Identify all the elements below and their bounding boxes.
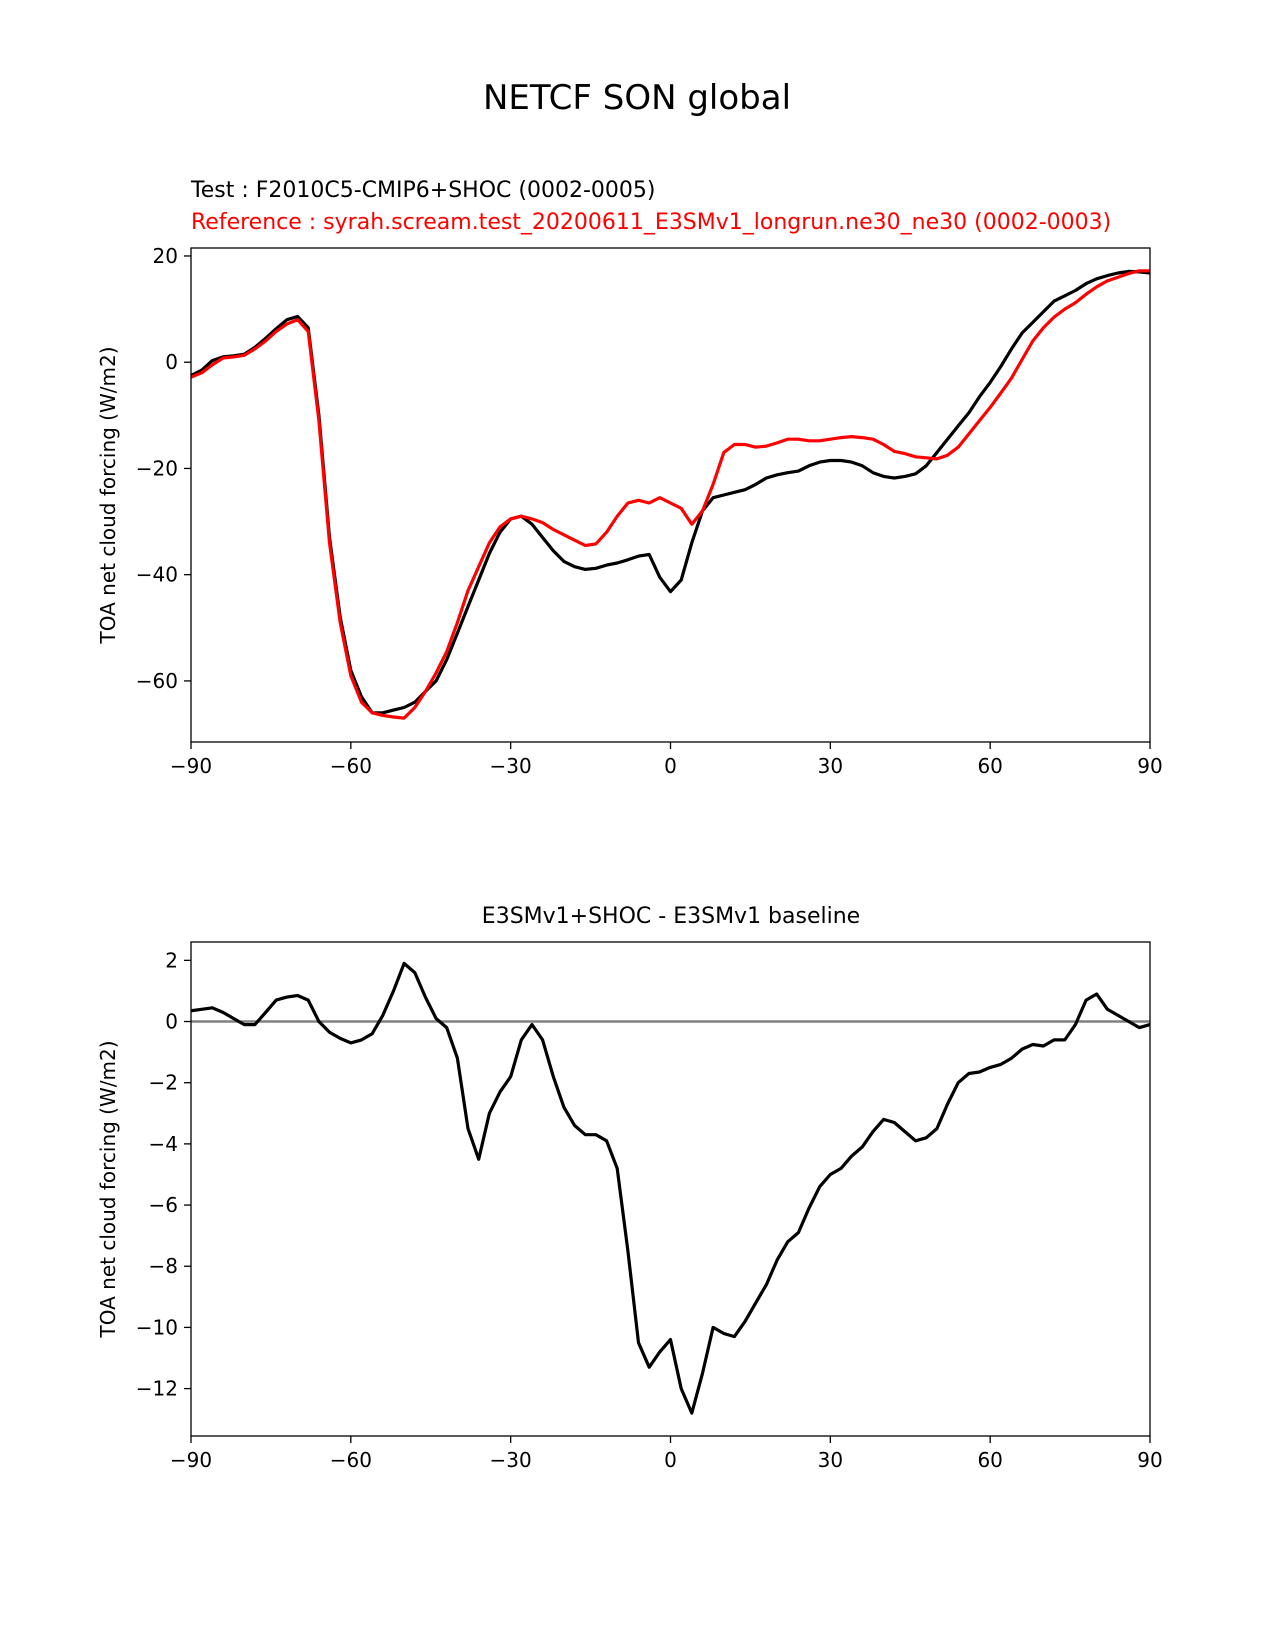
reference-title: Reference : syrah.scream.test_20200611_E… — [191, 210, 1111, 235]
bottom-y-tick-label: −2 — [149, 1071, 178, 1095]
top-x-tick-label: −30 — [490, 754, 532, 778]
top-y-tick-label: 0 — [165, 350, 178, 374]
top-panel: −90 −60 −30 0 30 60 90 −60 −40 −20 0 20 TOA net clou… — [96, 244, 1163, 778]
top-y-tick-label: −40 — [136, 563, 178, 587]
bottom-series-layer — [191, 961, 1150, 1415]
top-y-tick-label: −60 — [136, 669, 178, 693]
difference-title: E3SMv1+SHOC - E3SMv1 baseline — [482, 904, 860, 929]
bottom-y-tick-label: −8 — [149, 1254, 178, 1278]
bottom-x-tick-label: −30 — [490, 1448, 532, 1472]
top-x-tick-label: −90 — [170, 754, 212, 778]
top-x-tick-label: 30 — [818, 754, 843, 778]
test-title: Test : F2010C5-CMIP6+SHOC (0002-0005) — [190, 178, 655, 203]
bottom-y-tick-label: −10 — [136, 1315, 178, 1339]
top-x-tick-label: 0 — [664, 754, 677, 778]
bottom-x-tick-label: 90 — [1137, 1448, 1162, 1472]
top-y-tick-label: 20 — [153, 244, 178, 268]
top-y-axis-label: TOA net cloud forcing (W/m2) — [96, 346, 120, 644]
top-series-reference — [191, 269, 1150, 720]
bottom-x-tick-label: 30 — [818, 1448, 843, 1472]
top-x-tick-label: 90 — [1137, 754, 1162, 778]
top-y-tick-label: −20 — [136, 456, 178, 480]
bottom-x-tick-label: 0 — [664, 1448, 677, 1472]
bottom-y-tick-label: 0 — [165, 1010, 178, 1034]
top-x-tick-label: −60 — [330, 754, 372, 778]
bottom-axes: −90 −60 −30 0 30 60 90 −12 −10 −8 −6 −4 −2 0 2 TOA net … — [96, 941, 1163, 1472]
bottom-y-tick-label: −4 — [149, 1132, 178, 1156]
bottom-y-axis-label: TOA net cloud forcing (W/m2) — [96, 1040, 120, 1338]
bottom-x-tick-label: 60 — [977, 1448, 1002, 1472]
bottom-series-difference — [191, 961, 1150, 1415]
figure-title: NETCF SON global — [483, 78, 791, 118]
bottom-x-tick-label: −60 — [330, 1448, 372, 1472]
bottom-y-tick-label: −12 — [136, 1377, 178, 1401]
top-series-layer — [191, 269, 1150, 720]
top-axes: −90 −60 −30 0 30 60 90 −60 −40 −20 0 20 TOA net clou… — [96, 244, 1163, 778]
bottom-panel: −90 −60 −30 0 30 60 90 −12 −10 −8 −6 −4 −2 0 2 TOA net … — [96, 941, 1163, 1472]
bottom-y-tick-label: 2 — [165, 948, 178, 972]
bottom-x-tick-label: −90 — [170, 1448, 212, 1472]
top-x-tick-label: 60 — [977, 754, 1002, 778]
bottom-y-tick-label: −6 — [149, 1193, 178, 1217]
